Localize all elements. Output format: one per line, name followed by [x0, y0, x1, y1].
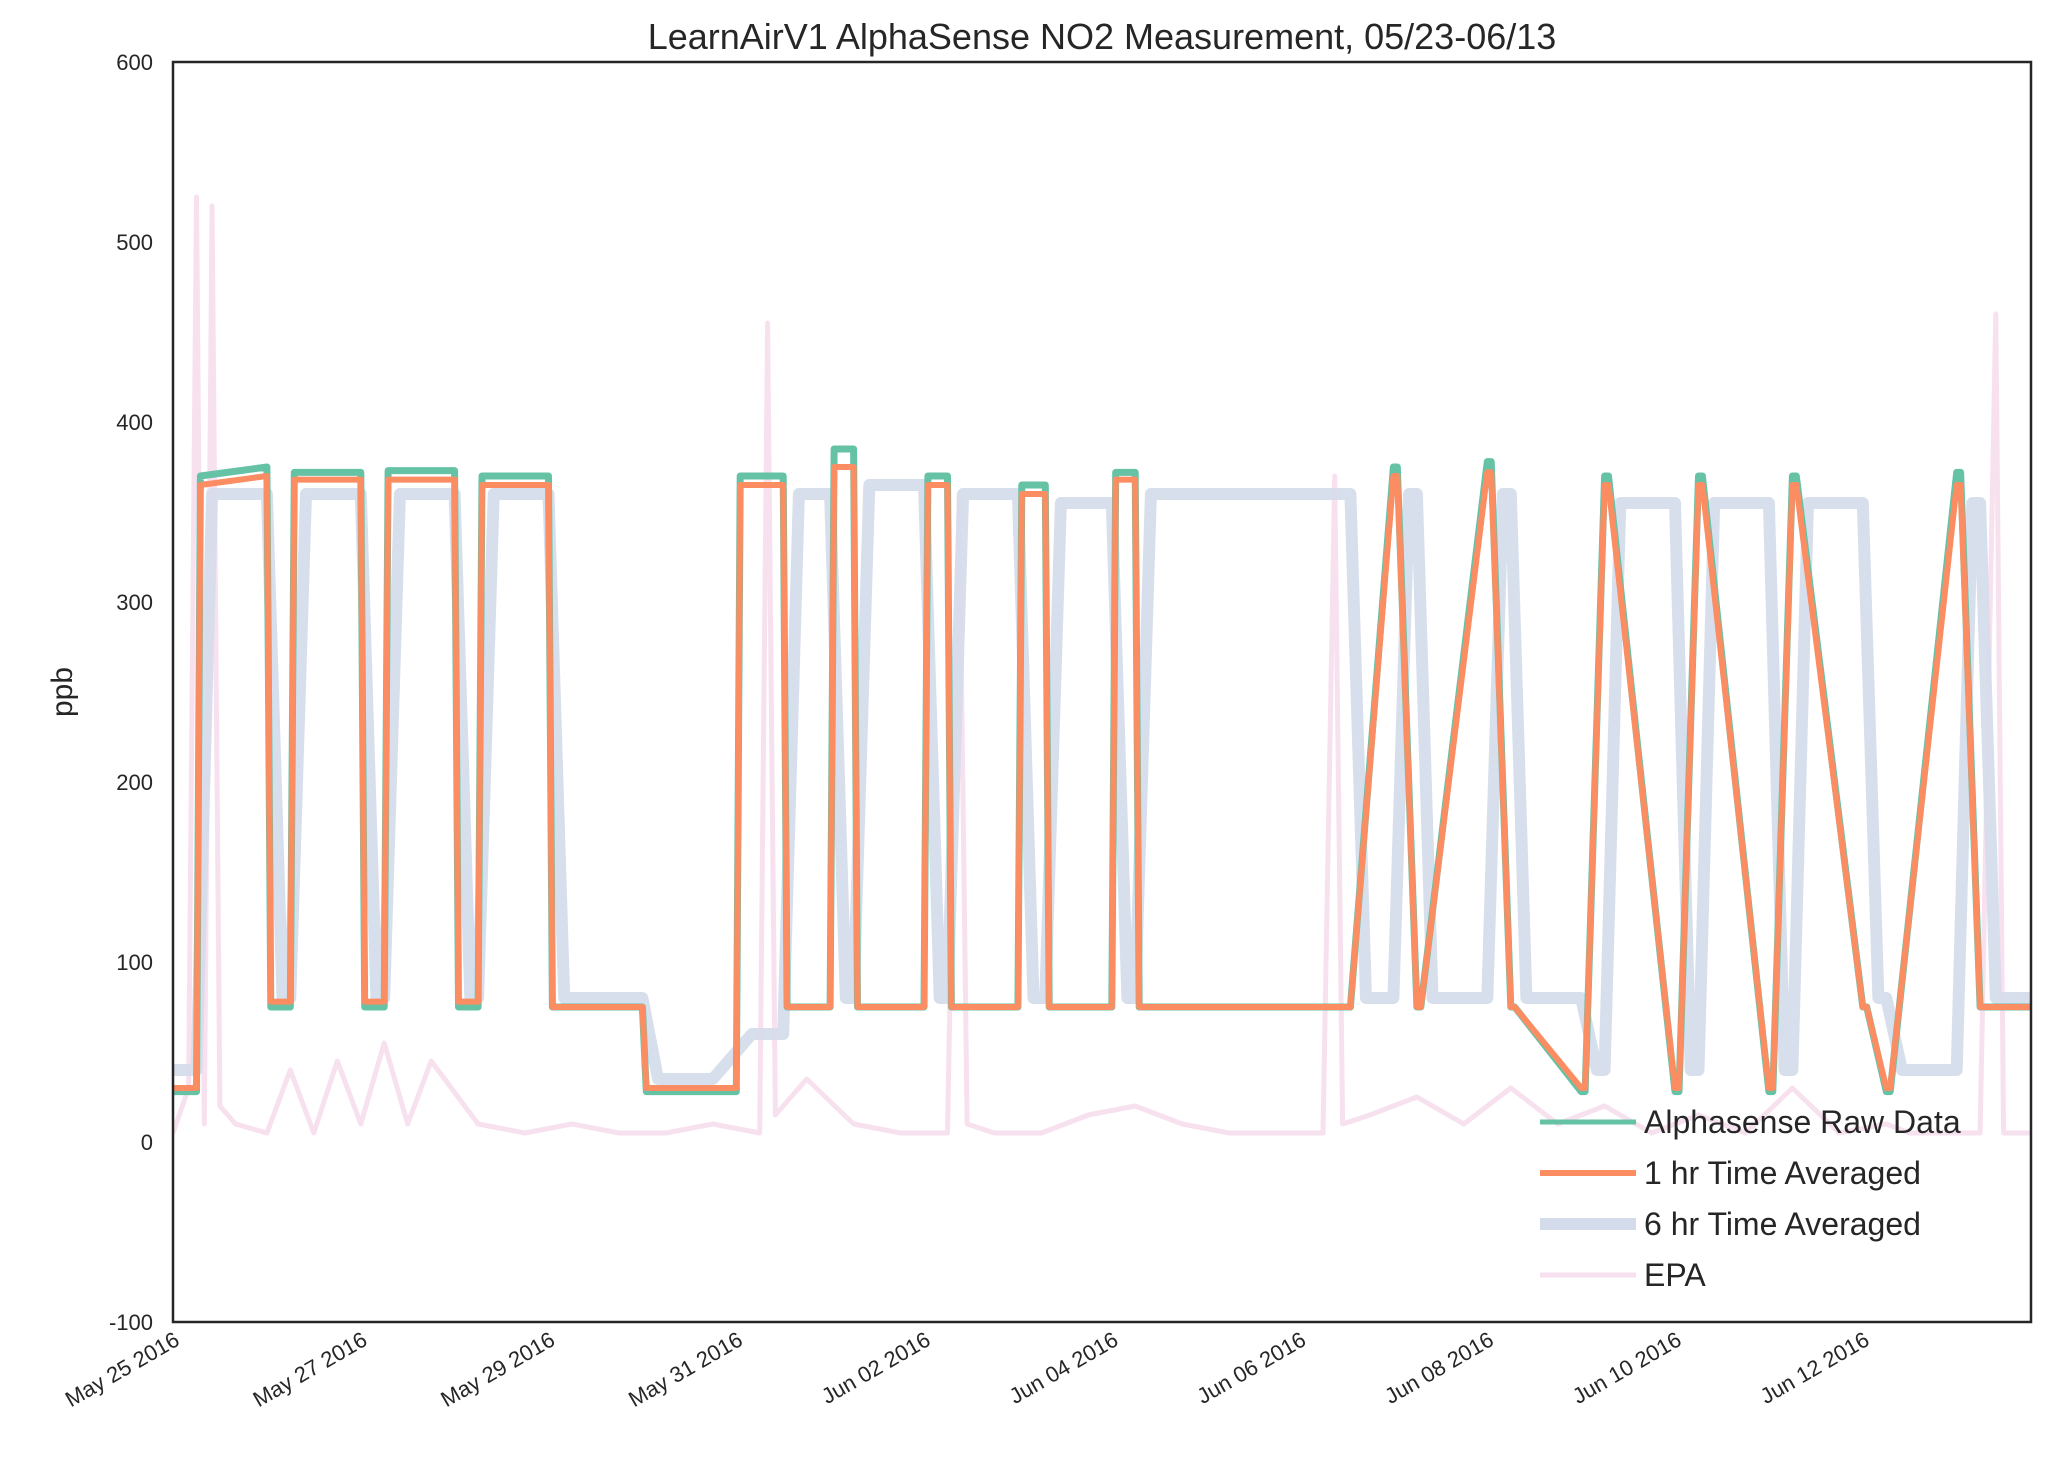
plot-area	[173, 194, 2031, 1136]
y-tick-label: 500	[116, 230, 153, 255]
y-tick-label: 200	[116, 770, 153, 795]
legend-label: 6 hr Time Averaged	[1644, 1206, 1921, 1242]
y-tick-label: 100	[116, 950, 153, 975]
y-tick-label: 0	[141, 1130, 153, 1155]
series-line-6-hr-time-averaged	[173, 479, 2031, 1085]
legend-label: 1 hr Time Averaged	[1644, 1155, 1921, 1191]
legend-label: Alphasense Raw Data	[1644, 1104, 1961, 1140]
series-line-1-hr-time-averaged	[173, 464, 2031, 1091]
y-axis-label: ppb	[46, 667, 79, 717]
series-layer	[173, 194, 2031, 1136]
y-axis-ticks: -100 0 100 200 300 400 500 600	[109, 50, 153, 1335]
legend-label: EPA	[1644, 1257, 1706, 1293]
chart-title: LearnAirV1 AlphaSense NO2 Measurement, 0…	[648, 16, 1557, 57]
y-tick-label: 400	[116, 410, 153, 435]
y-tick-label: 600	[116, 50, 153, 75]
y-tick-label: 300	[116, 590, 153, 615]
y-tick-label: -100	[109, 1310, 153, 1335]
chart-legend: Alphasense Raw Data 1 hr Time Averaged 6 h…	[1540, 1104, 1961, 1293]
plot-frame	[171, 60, 2033, 1324]
series-line-epa	[173, 194, 2031, 1136]
